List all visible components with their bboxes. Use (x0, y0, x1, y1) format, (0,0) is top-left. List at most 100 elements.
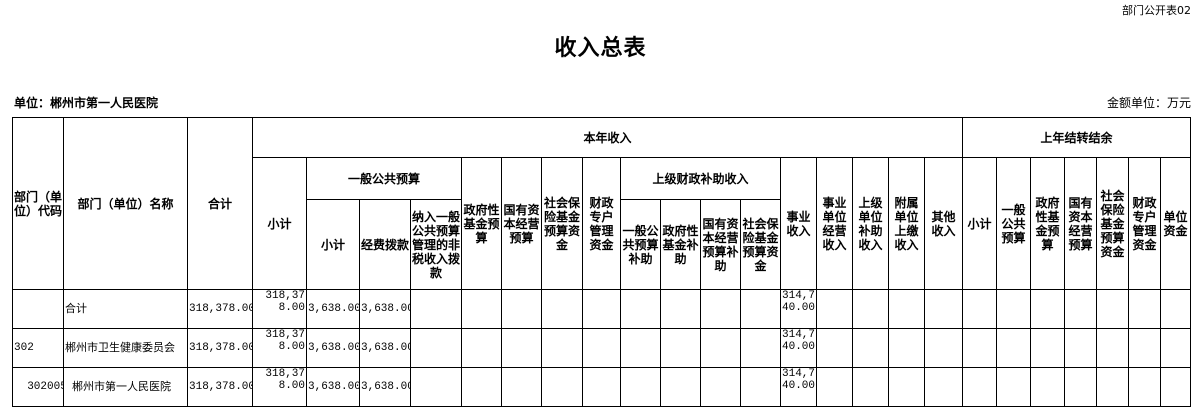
header-py-unit-fund: 单位资金 (1160, 157, 1192, 290)
amount-cell (700, 328, 741, 368)
header-ss-general: 一般公共预算补助 (620, 199, 661, 290)
amount-cell (923, 367, 964, 407)
amount-cell (1030, 367, 1066, 407)
amount-cell (1128, 289, 1162, 329)
header-ss-social: 社会保险基金预算资金 (740, 199, 781, 290)
amount-cell: 318,378.00 (252, 289, 307, 329)
amount-cell: 3,638.00 (306, 367, 360, 407)
amount-cell (501, 328, 542, 368)
header-superior-subsidy: 上级财政补助收入 (620, 157, 781, 200)
header-fiscal-account: 财政专户管理资金 (582, 157, 621, 290)
dept-code-cell: 302 (12, 328, 64, 368)
amount-cell (1160, 367, 1192, 407)
amount-cell (700, 367, 741, 407)
header-py-social: 社会保险基金预算资金 (1096, 157, 1130, 290)
amount-cell: 3,638.00 (306, 289, 360, 329)
header-current-year: 本年收入 (251, 117, 964, 158)
amount-cell: 318,378.00 (187, 289, 253, 329)
amount-cell (541, 289, 583, 329)
amount-cell (888, 289, 925, 329)
amount-cell: 3,638.00 (359, 367, 411, 407)
header-general-budget: 一般公共预算 (306, 157, 462, 200)
amount-cell (1030, 289, 1066, 329)
header-ss-gov-fund: 政府性基金补助 (660, 199, 701, 290)
amount-cell (660, 367, 701, 407)
amount-cell (410, 367, 462, 407)
header-operating-income: 事业单位经营收入 (816, 157, 853, 290)
header-gb-nontax: 纳入一般公共预算管理的非税收入拨款 (410, 199, 462, 290)
amount-cell (852, 289, 889, 329)
header-py-fiscal-account: 财政专户管理资金 (1128, 157, 1162, 290)
amount-cell (1160, 328, 1192, 368)
amount-cell (1096, 289, 1130, 329)
amount-cell: 3,638.00 (359, 289, 411, 329)
header-dept-name: 部门（单位）名称 (63, 117, 188, 290)
header-ss-state-capital: 国有资本经营预算补助 (700, 199, 741, 290)
amount-cell: 318,378.00 (187, 328, 253, 368)
amount-cell (740, 289, 781, 329)
header-total: 合计 (187, 117, 253, 290)
amount-cell (620, 367, 661, 407)
amount-cell (996, 367, 1032, 407)
amount-cell (962, 328, 998, 368)
amount-cell (582, 367, 621, 407)
header-other-income: 其他收入 (923, 157, 964, 290)
amount-cell (660, 289, 701, 329)
amount-cell (410, 289, 462, 329)
amount-cell (852, 328, 889, 368)
page-title: 收入总表 (554, 36, 647, 61)
amount-cell: 3,638.00 (359, 328, 411, 368)
header-gb-appropriation: 经费拨款 (359, 199, 411, 290)
amount-cell (1160, 289, 1192, 329)
amount-cell (501, 367, 542, 407)
header-py-general: 一般公共预算 (996, 157, 1032, 290)
amount-cell (852, 367, 889, 407)
amount-cell (660, 328, 701, 368)
amount-cell: 314,740.00 (780, 367, 817, 407)
amount-cell (410, 328, 462, 368)
amount-cell (461, 289, 502, 329)
income-summary-table: 部门（单位）代码 部门（单位）名称 合计 本年收入 上年结转结余 小计 一般公共… (12, 117, 1192, 407)
amount-cell: 3,638.00 (306, 328, 360, 368)
amount-cell (541, 367, 583, 407)
amount-cell (740, 367, 781, 407)
table-row: 合计 318,378.00 318,378.00 3,638.00 3,638.00 31… (12, 289, 1192, 329)
amount-cell (1064, 289, 1098, 329)
amount-cell (1064, 367, 1098, 407)
amount-cell (582, 289, 621, 329)
header-dept-code: 部门（单位）代码 (12, 117, 64, 290)
amount-cell (1096, 367, 1130, 407)
amount-cell (816, 328, 853, 368)
table-row: 302005 郴州市第一人民医院 318,378.00 318,378.00 3,63… (12, 367, 1192, 407)
table-row: 302 郴州市卫生健康委员会 318,378.00 318,378.00 3,638.0… (12, 328, 1192, 368)
amount-cell: 318,378.00 (187, 367, 253, 407)
amount-cell: 314,740.00 (780, 289, 817, 329)
dept-name-cell: 郴州市卫生健康委员会 (63, 328, 188, 368)
header-py-gov-fund: 政府性基金预算 (1030, 157, 1066, 290)
amount-cell (541, 328, 583, 368)
amount-cell (816, 367, 853, 407)
money-unit-label: 金额单位：万元 (1106, 96, 1191, 110)
header-prior-year: 上年结转结余 (962, 117, 1192, 158)
dept-name-cell: 郴州市第一人民医院 (63, 367, 188, 407)
amount-cell (740, 328, 781, 368)
dept-code-cell: 302005 (12, 367, 64, 407)
unit-label: 单位：郴州市第一人民医院 (14, 96, 159, 110)
form-number: 部门公开表02 (1122, 4, 1191, 17)
amount-cell (582, 328, 621, 368)
header-state-capital: 国有资本经营预算 (501, 157, 542, 290)
amount-cell (1030, 328, 1066, 368)
header-cy-subtotal: 小计 (252, 157, 307, 290)
amount-cell (1128, 367, 1162, 407)
amount-cell (1096, 328, 1130, 368)
amount-cell (1128, 328, 1162, 368)
amount-cell (461, 367, 502, 407)
amount-cell (923, 328, 964, 368)
amount-cell (461, 328, 502, 368)
dept-code-cell (12, 289, 64, 329)
amount-cell: 318,378.00 (252, 367, 307, 407)
amount-cell (923, 289, 964, 329)
header-py-subtotal: 小计 (962, 157, 998, 290)
amount-cell (620, 289, 661, 329)
header-social-insurance: 社会保险基金预算资金 (541, 157, 583, 290)
